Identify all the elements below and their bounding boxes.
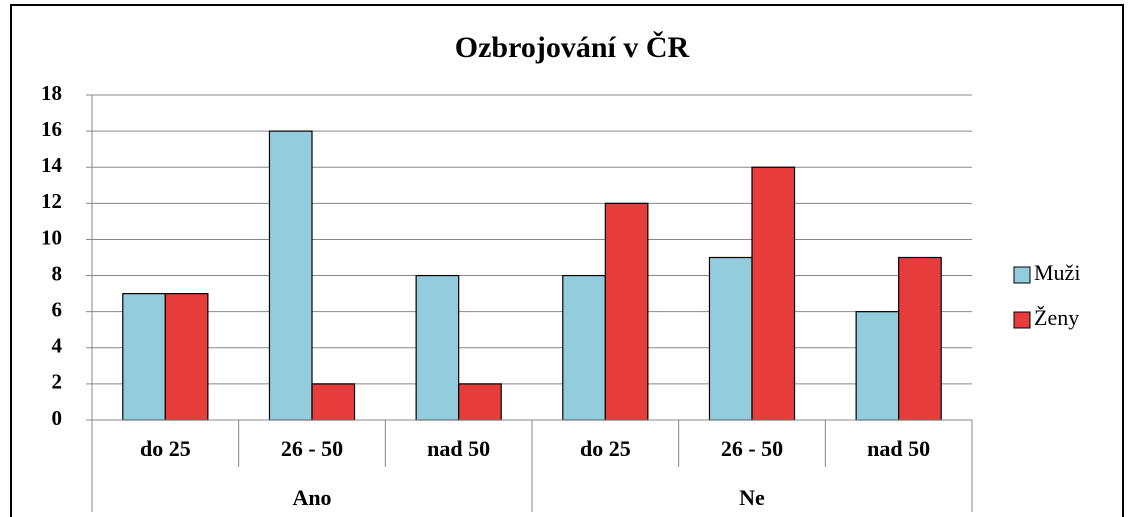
bar — [855, 311, 900, 421]
chart-title: Ozbrojování v ČR — [455, 31, 690, 64]
legend-swatch — [1013, 311, 1031, 329]
bar — [311, 383, 356, 421]
y-tick-label: 4 — [52, 334, 63, 358]
x-tick-label: 26 - 50 — [281, 436, 343, 461]
bar — [458, 383, 502, 421]
x-tick-label: do 25 — [580, 436, 631, 461]
legend-label: Muži — [1034, 260, 1080, 285]
x-tick-label: nad 50 — [427, 436, 490, 461]
bar — [562, 274, 606, 421]
bar — [708, 256, 753, 421]
y-tick-label: 2 — [52, 370, 63, 394]
y-tick-label: 0 — [52, 406, 63, 430]
bar — [604, 202, 649, 421]
bar — [268, 130, 313, 421]
y-tick-label: 6 — [52, 297, 63, 321]
y-tick-label: 12 — [41, 189, 62, 213]
y-tick-label: 8 — [52, 261, 63, 285]
group-label: Ne — [739, 485, 765, 510]
legend-label: Ženy — [1034, 305, 1079, 330]
x-tick-label: 26 - 50 — [721, 436, 783, 461]
x-tick-label: do 25 — [140, 436, 191, 461]
x-tick-label: nad 50 — [867, 436, 930, 461]
y-tick-label: 16 — [41, 117, 62, 141]
bar — [415, 274, 460, 421]
y-tick-label: 18 — [41, 81, 62, 105]
y-tick-label: 14 — [41, 153, 63, 177]
legend-swatch — [1013, 266, 1031, 284]
bar — [751, 166, 796, 421]
bar — [164, 293, 209, 421]
bar — [122, 293, 166, 421]
bar — [898, 256, 942, 421]
group-label: Ano — [292, 485, 331, 510]
y-tick-label: 10 — [41, 225, 62, 249]
